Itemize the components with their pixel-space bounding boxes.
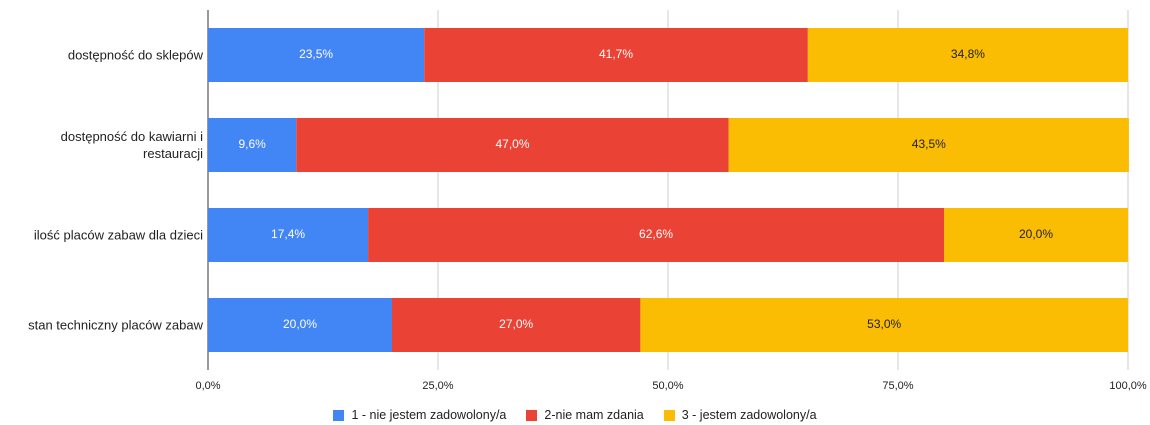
legend-swatch bbox=[333, 409, 345, 421]
data-label: 41,7% bbox=[599, 47, 633, 61]
bar bbox=[208, 208, 369, 262]
bar bbox=[208, 118, 297, 172]
legend-item: 1 - nie jestem zadowolony/a bbox=[333, 408, 506, 422]
data-label: 20,0% bbox=[1019, 227, 1053, 241]
bar bbox=[424, 28, 808, 82]
legend-swatch bbox=[526, 409, 538, 421]
bar bbox=[944, 208, 1128, 262]
data-label: 9,6% bbox=[238, 137, 266, 151]
x-tick-label: 50,0% bbox=[652, 380, 683, 392]
bar bbox=[208, 28, 425, 82]
bar bbox=[807, 28, 1128, 82]
data-label: 43,5% bbox=[912, 137, 946, 151]
bar bbox=[728, 118, 1129, 172]
legend-label: 2-nie mam zdania bbox=[544, 408, 644, 422]
legend-label: 3 - jestem zadowolony/a bbox=[681, 408, 817, 422]
y-tick-label: stan techniczny placów zabaw bbox=[28, 317, 203, 333]
x-tick-label: 25,0% bbox=[422, 380, 453, 392]
bar bbox=[208, 298, 392, 352]
legend: 1 - nie jestem zadowolony/a 2-nie mam zda… bbox=[0, 408, 1150, 422]
x-tick-label: 100,0% bbox=[1109, 380, 1147, 392]
legend-item: 3 - jestem zadowolony/a bbox=[663, 408, 817, 422]
data-label: 23,5% bbox=[299, 47, 333, 61]
data-label: 47,0% bbox=[496, 137, 530, 151]
bar bbox=[296, 118, 729, 172]
bar bbox=[640, 298, 1128, 352]
legend-label: 1 - nie jestem zadowolony/a bbox=[351, 408, 507, 422]
y-tick-label: ilość placów zabaw dla dzieci bbox=[33, 227, 203, 243]
bar bbox=[392, 298, 641, 352]
x-tick-label: 0,0% bbox=[195, 380, 220, 392]
y-tick-label: dostępność do sklepów bbox=[67, 47, 203, 63]
y-tick-label: dostępność do kawiarni i restauracji bbox=[60, 129, 203, 161]
data-label: 17,4% bbox=[271, 227, 305, 241]
data-label: 62,6% bbox=[639, 227, 673, 241]
data-label: 27,0% bbox=[499, 317, 533, 331]
legend-swatch bbox=[663, 409, 675, 421]
x-tick-label: 75,0% bbox=[882, 380, 913, 392]
bar bbox=[368, 208, 945, 262]
data-label: 34,8% bbox=[951, 47, 985, 61]
data-label: 20,0% bbox=[283, 317, 317, 331]
legend-item: 2-nie mam zdania bbox=[526, 408, 644, 422]
data-label: 53,0% bbox=[867, 317, 901, 331]
